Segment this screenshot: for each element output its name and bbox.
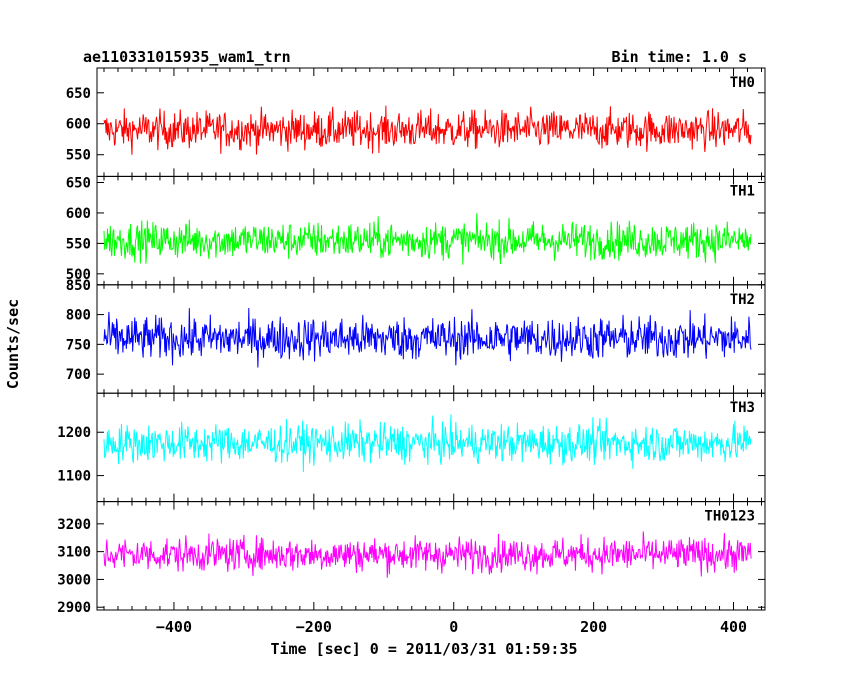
y-tick-label: 800 — [66, 308, 91, 324]
y-tick-label: 2900 — [57, 600, 91, 616]
panel-label-th0: TH0 — [730, 75, 755, 91]
panel-label-th0123: TH0123 — [704, 509, 755, 525]
y-tick-label: 650 — [66, 86, 91, 102]
y-tick-label: 650 — [66, 175, 91, 191]
y-tick-label: 750 — [66, 337, 91, 353]
x-tick-label: −200 — [296, 618, 332, 636]
x-tick-label: 200 — [580, 618, 607, 636]
y-tick-label: 500 — [66, 267, 91, 283]
y-tick-label: 1100 — [57, 469, 91, 485]
series-th0 — [103, 105, 752, 155]
x-tick-label: 400 — [720, 618, 747, 636]
series-th2 — [103, 308, 752, 368]
y-tick-label: 600 — [66, 206, 91, 222]
y-tick-label: 550 — [66, 148, 91, 164]
y-tick-label: 550 — [66, 236, 91, 252]
y-tick-label: 700 — [66, 367, 91, 383]
y-tick-label: 600 — [66, 117, 91, 133]
series-th3 — [103, 414, 752, 473]
series-th1 — [103, 213, 752, 265]
x-tick-label: −400 — [156, 618, 192, 636]
x-axis-label: Time [sec] 0 = 2011/03/31 01:59:35 — [270, 640, 577, 658]
panel-label-th1: TH1 — [730, 183, 755, 199]
y-tick-label: 3200 — [57, 517, 91, 533]
panel-label-th2: TH2 — [730, 292, 755, 308]
bin-time-label: Bin time: 1.0 s — [612, 48, 747, 66]
y-tick-label: 3000 — [57, 572, 91, 588]
panels-group: 550 600 650 TH0 500 550 600 650 TH1 700 750 800 850 T… — [57, 67, 766, 636]
figure-title: ae110331015935_wam1_trn — [83, 48, 291, 66]
y-tick-label: 850 — [66, 278, 91, 294]
y-tick-label: 1200 — [57, 425, 91, 441]
panel-frame-th0123 — [96, 501, 766, 611]
series-th0123 — [103, 531, 752, 578]
panel-label-th3: TH3 — [730, 400, 755, 416]
y-tick-label: 3100 — [57, 545, 91, 561]
y-axis-label: Counts/sec — [4, 299, 22, 389]
x-tick-label: 0 — [449, 618, 458, 636]
